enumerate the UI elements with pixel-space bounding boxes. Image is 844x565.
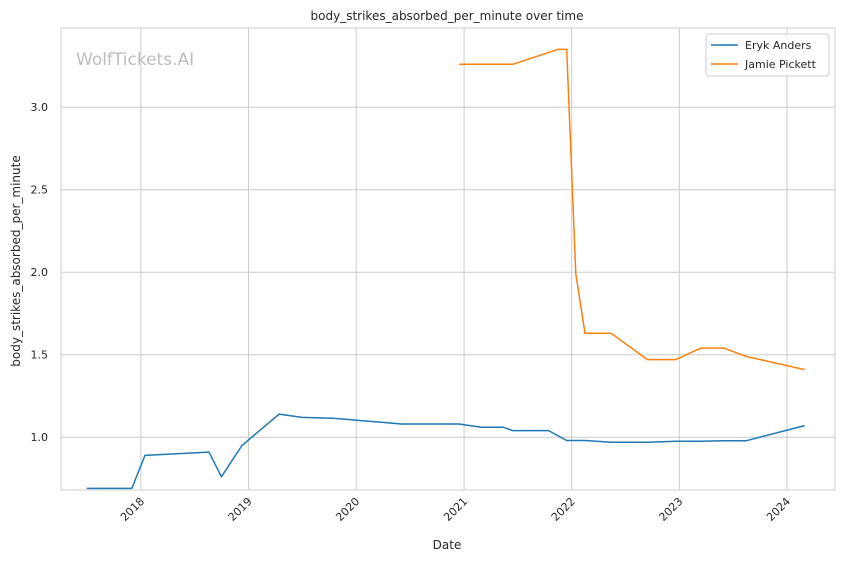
legend: Eryk Anders Jamie Pickett (705, 33, 830, 77)
legend-label: Jamie Pickett (744, 58, 817, 71)
y-tick-label: 1.0 (31, 431, 49, 444)
series-layer (86, 48, 805, 490)
x-axis-label: Date (433, 538, 462, 552)
y-tick-label: 3.0 (31, 101, 49, 114)
y-tick-label: 2.5 (31, 184, 49, 197)
y-tick-label: 2.0 (31, 266, 49, 279)
grid (61, 28, 835, 490)
legend-label: Eryk Anders (745, 39, 812, 52)
y-axis-label: body_strikes_absorbed_per_minute (9, 155, 23, 366)
chart-title: body_strikes_absorbed_per_minute over ti… (311, 9, 584, 23)
y-tick-label: 1.5 (31, 349, 49, 362)
series-line-2 (459, 48, 805, 371)
series-line-1 (86, 413, 805, 490)
watermark: WolfTickets.AI (76, 50, 194, 70)
plot-area-frame (60, 27, 836, 491)
